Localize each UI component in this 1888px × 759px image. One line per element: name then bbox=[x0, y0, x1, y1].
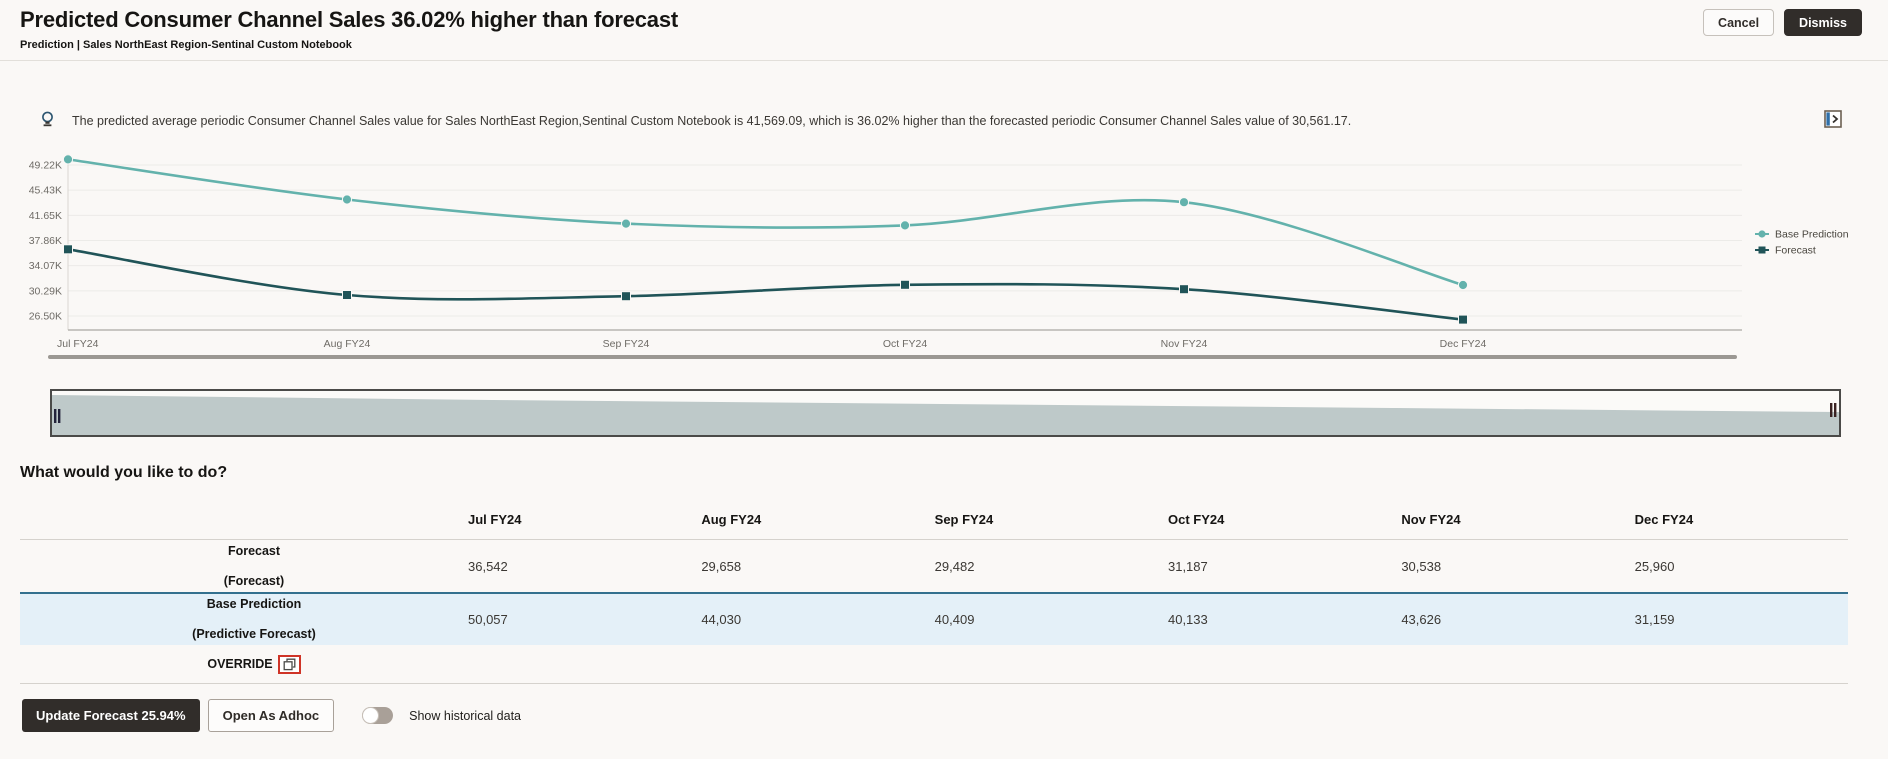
data-point-marker[interactable] bbox=[1179, 284, 1189, 295]
show-historical-toggle[interactable] bbox=[362, 707, 394, 724]
insight-lightbulb-icon bbox=[40, 111, 55, 134]
data-point-marker[interactable] bbox=[341, 194, 353, 205]
column-header: Aug FY24 bbox=[701, 512, 762, 527]
update-forecast-button[interactable]: Update Forecast 25.94% bbox=[22, 699, 200, 732]
row-label-cell: Base Prediction (Predictive Forecast) bbox=[20, 597, 448, 642]
legend-label: Forecast bbox=[1775, 245, 1816, 257]
insight-message: The predicted average periodic Consumer … bbox=[72, 114, 1352, 128]
column-header: Sep FY24 bbox=[934, 512, 994, 527]
row-sublabel: (Forecast) bbox=[223, 573, 285, 588]
column-header: Oct FY24 bbox=[1167, 512, 1225, 527]
table-cell: 25,960 bbox=[1634, 558, 1675, 574]
time-range-selector[interactable] bbox=[50, 389, 1841, 437]
data-point-marker[interactable] bbox=[899, 220, 911, 231]
legend-marker bbox=[1758, 246, 1766, 254]
data-point-marker[interactable] bbox=[342, 290, 352, 300]
footer-actions: Update Forecast 25.94% Open As Adhoc Sho… bbox=[22, 699, 521, 732]
header-actions: Cancel Dismiss bbox=[1703, 9, 1862, 36]
forecast-table: Jul FY24 Aug FY24 Sep FY24 Oct FY24 Nov FY24… bbox=[20, 500, 1848, 684]
legend-label: Base Prediction bbox=[1775, 229, 1849, 241]
toggle-knob bbox=[362, 707, 380, 724]
table-cell: 29,658 bbox=[701, 558, 742, 574]
range-area-silhouette bbox=[52, 395, 1839, 435]
data-point-marker[interactable] bbox=[621, 291, 631, 302]
dismiss-button[interactable]: Dismiss bbox=[1784, 9, 1862, 36]
range-left-handle[interactable] bbox=[54, 409, 61, 423]
y-axis-tick-label: 37.86K bbox=[29, 235, 62, 247]
y-axis-tick-label: 30.29K bbox=[29, 285, 62, 297]
table-cell: 29,482 bbox=[934, 558, 975, 574]
x-axis-tick-label: Sep FY24 bbox=[603, 338, 650, 350]
data-point-marker[interactable] bbox=[620, 218, 632, 229]
table-cell: 31,159 bbox=[1634, 612, 1675, 627]
y-axis-tick-label: 49.22K bbox=[29, 160, 62, 172]
expand-panel-icon[interactable] bbox=[1824, 110, 1842, 133]
range-right-handle[interactable] bbox=[1830, 403, 1837, 417]
trend-chart: 49.22K 45.43K 41.65K 37.86K 34.07K 30.29K 26.5… bbox=[29, 154, 1849, 359]
section-heading: What would you like to do? bbox=[20, 464, 228, 481]
table-header-row: Jul FY24 Aug FY24 Sep FY24 Oct FY24 Nov FY24… bbox=[20, 500, 1848, 540]
table-row: OVERRIDE bbox=[20, 645, 1848, 684]
column-header: Dec FY24 bbox=[1634, 512, 1694, 527]
series-line-base-prediction bbox=[67, 158, 1464, 287]
copy-icon[interactable] bbox=[283, 658, 296, 671]
data-point-marker[interactable] bbox=[900, 279, 910, 290]
data-point-marker[interactable] bbox=[1178, 197, 1190, 208]
data-point-marker[interactable] bbox=[1458, 314, 1468, 325]
table-cell: 43,626 bbox=[1401, 612, 1442, 627]
x-axis-tick-label: Nov FY24 bbox=[1161, 338, 1208, 350]
y-axis-tick-label: 26.50K bbox=[29, 311, 62, 323]
y-axis-tick-label: 45.43K bbox=[29, 185, 62, 197]
data-point-marker[interactable] bbox=[1457, 279, 1469, 291]
annotation-highlight-box bbox=[277, 654, 301, 674]
open-as-adhoc-button[interactable]: Open As Adhoc bbox=[207, 699, 335, 732]
row-label-cell: OVERRIDE bbox=[20, 654, 448, 674]
table-cell: 40,133 bbox=[1167, 612, 1208, 627]
table-row: Forecast (Forecast) 36,542 29,658 29,482 31,1… bbox=[20, 540, 1848, 592]
table-cell: 44,030 bbox=[701, 612, 742, 627]
table-cell: 36,542 bbox=[468, 558, 508, 574]
y-axis-tick-label: 41.65K bbox=[29, 210, 62, 222]
column-header: Jul FY24 bbox=[468, 512, 522, 527]
row-sublabel: (Predictive Forecast) bbox=[192, 627, 316, 641]
table-cell: 40,409 bbox=[934, 612, 975, 627]
y-axis-tick-label: 34.07K bbox=[29, 260, 62, 272]
table-cell: 50,057 bbox=[468, 612, 508, 627]
x-axis-tick-label: Dec FY24 bbox=[1440, 338, 1487, 350]
data-point-marker[interactable] bbox=[62, 154, 74, 165]
legend-marker bbox=[1758, 230, 1766, 238]
row-label: Forecast bbox=[227, 543, 281, 558]
header-divider bbox=[0, 60, 1888, 61]
series-line-forecast bbox=[67, 248, 1464, 321]
page-title: Predicted Consumer Channel Sales 36.02% … bbox=[20, 7, 678, 32]
x-axis-tick-label: Oct FY24 bbox=[883, 338, 928, 350]
cancel-button[interactable]: Cancel bbox=[1703, 9, 1775, 36]
table-row: Base Prediction (Predictive Forecast) 50,0… bbox=[20, 592, 1848, 645]
column-header: Nov FY24 bbox=[1401, 512, 1461, 527]
x-axis-tick-label: Aug FY24 bbox=[324, 338, 371, 350]
x-axis-tick-label: Jul FY24 bbox=[57, 338, 99, 350]
row-label-cell: Forecast (Forecast) bbox=[20, 544, 448, 589]
data-point-marker[interactable] bbox=[63, 244, 73, 255]
table-cell: 30,538 bbox=[1401, 558, 1442, 574]
breadcrumb: Prediction | Sales NorthEast Region-Sent… bbox=[20, 39, 352, 51]
table-cell: 31,187 bbox=[1167, 558, 1208, 574]
row-label: Base Prediction bbox=[206, 597, 302, 611]
chart-h-scrollbar[interactable] bbox=[48, 355, 1737, 359]
row-label: OVERRIDE bbox=[207, 656, 273, 671]
show-historical-label: Show historical data bbox=[409, 708, 521, 723]
